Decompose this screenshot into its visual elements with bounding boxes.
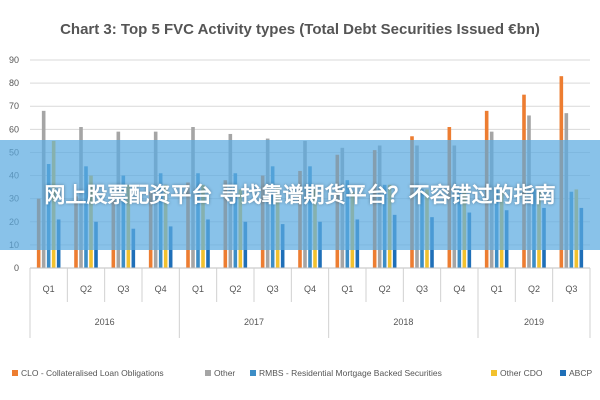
legend-swatch bbox=[491, 370, 497, 376]
y-tick-label: 60 bbox=[9, 124, 19, 134]
x-group-label: 2018 bbox=[393, 317, 413, 327]
x-tick-label: Q3 bbox=[416, 284, 428, 294]
x-tick-label: Q1 bbox=[192, 284, 204, 294]
legend-label: RMBS - Residential Mortgage Backed Secur… bbox=[259, 368, 442, 378]
y-tick-label: 90 bbox=[9, 55, 19, 65]
x-tick-label: Q1 bbox=[491, 284, 503, 294]
x-tick-label: Q4 bbox=[453, 284, 465, 294]
x-tick-label: Q2 bbox=[528, 284, 540, 294]
x-tick-label: Q1 bbox=[341, 284, 353, 294]
x-tick-label: Q4 bbox=[304, 284, 316, 294]
y-tick-label: 0 bbox=[14, 263, 19, 273]
x-tick-label: Q3 bbox=[267, 284, 279, 294]
x-group-label: 2019 bbox=[524, 317, 544, 327]
x-group-label: 2017 bbox=[244, 317, 264, 327]
banner-text: 网上股票配资平台 寻找靠谱期货平台？不容错过的指南 bbox=[44, 183, 556, 207]
legend-label: Other CDO bbox=[500, 368, 543, 378]
legend-swatch bbox=[12, 370, 18, 376]
x-group-label: 2016 bbox=[95, 317, 115, 327]
y-tick-label: 80 bbox=[9, 78, 19, 88]
legend-label: ABCP bbox=[569, 368, 592, 378]
x-tick-label: Q2 bbox=[80, 284, 92, 294]
legend-swatch bbox=[560, 370, 566, 376]
y-tick-label: 70 bbox=[9, 101, 19, 111]
x-tick-label: Q3 bbox=[565, 284, 577, 294]
chart-title: Chart 3: Top 5 FVC Activity types (Total… bbox=[60, 21, 540, 38]
x-tick-label: Q3 bbox=[117, 284, 129, 294]
x-tick-label: Q2 bbox=[229, 284, 241, 294]
legend-swatch bbox=[205, 370, 211, 376]
x-tick-label: Q2 bbox=[379, 284, 391, 294]
x-axis: Q1 Q2 Q3 Q4 Q1 Q2 Q3 Q4 Q1 Q2 Q3 Q4 Q1 Q2 Q3 2016 2017 20… bbox=[29, 267, 591, 338]
x-tick-label: Q4 bbox=[155, 284, 167, 294]
legend-label: CLO - Collateralised Loan Obligations bbox=[21, 368, 164, 378]
promo-banner[interactable]: 网上股票配资平台 寻找靠谱期货平台？不容错过的指南 bbox=[0, 140, 600, 250]
legend-swatch bbox=[250, 370, 256, 376]
legend-label: Other bbox=[214, 368, 235, 378]
legend: CLO - Collateralised Loan Obligations Oth… bbox=[12, 368, 592, 378]
x-tick-label: Q1 bbox=[43, 284, 55, 294]
